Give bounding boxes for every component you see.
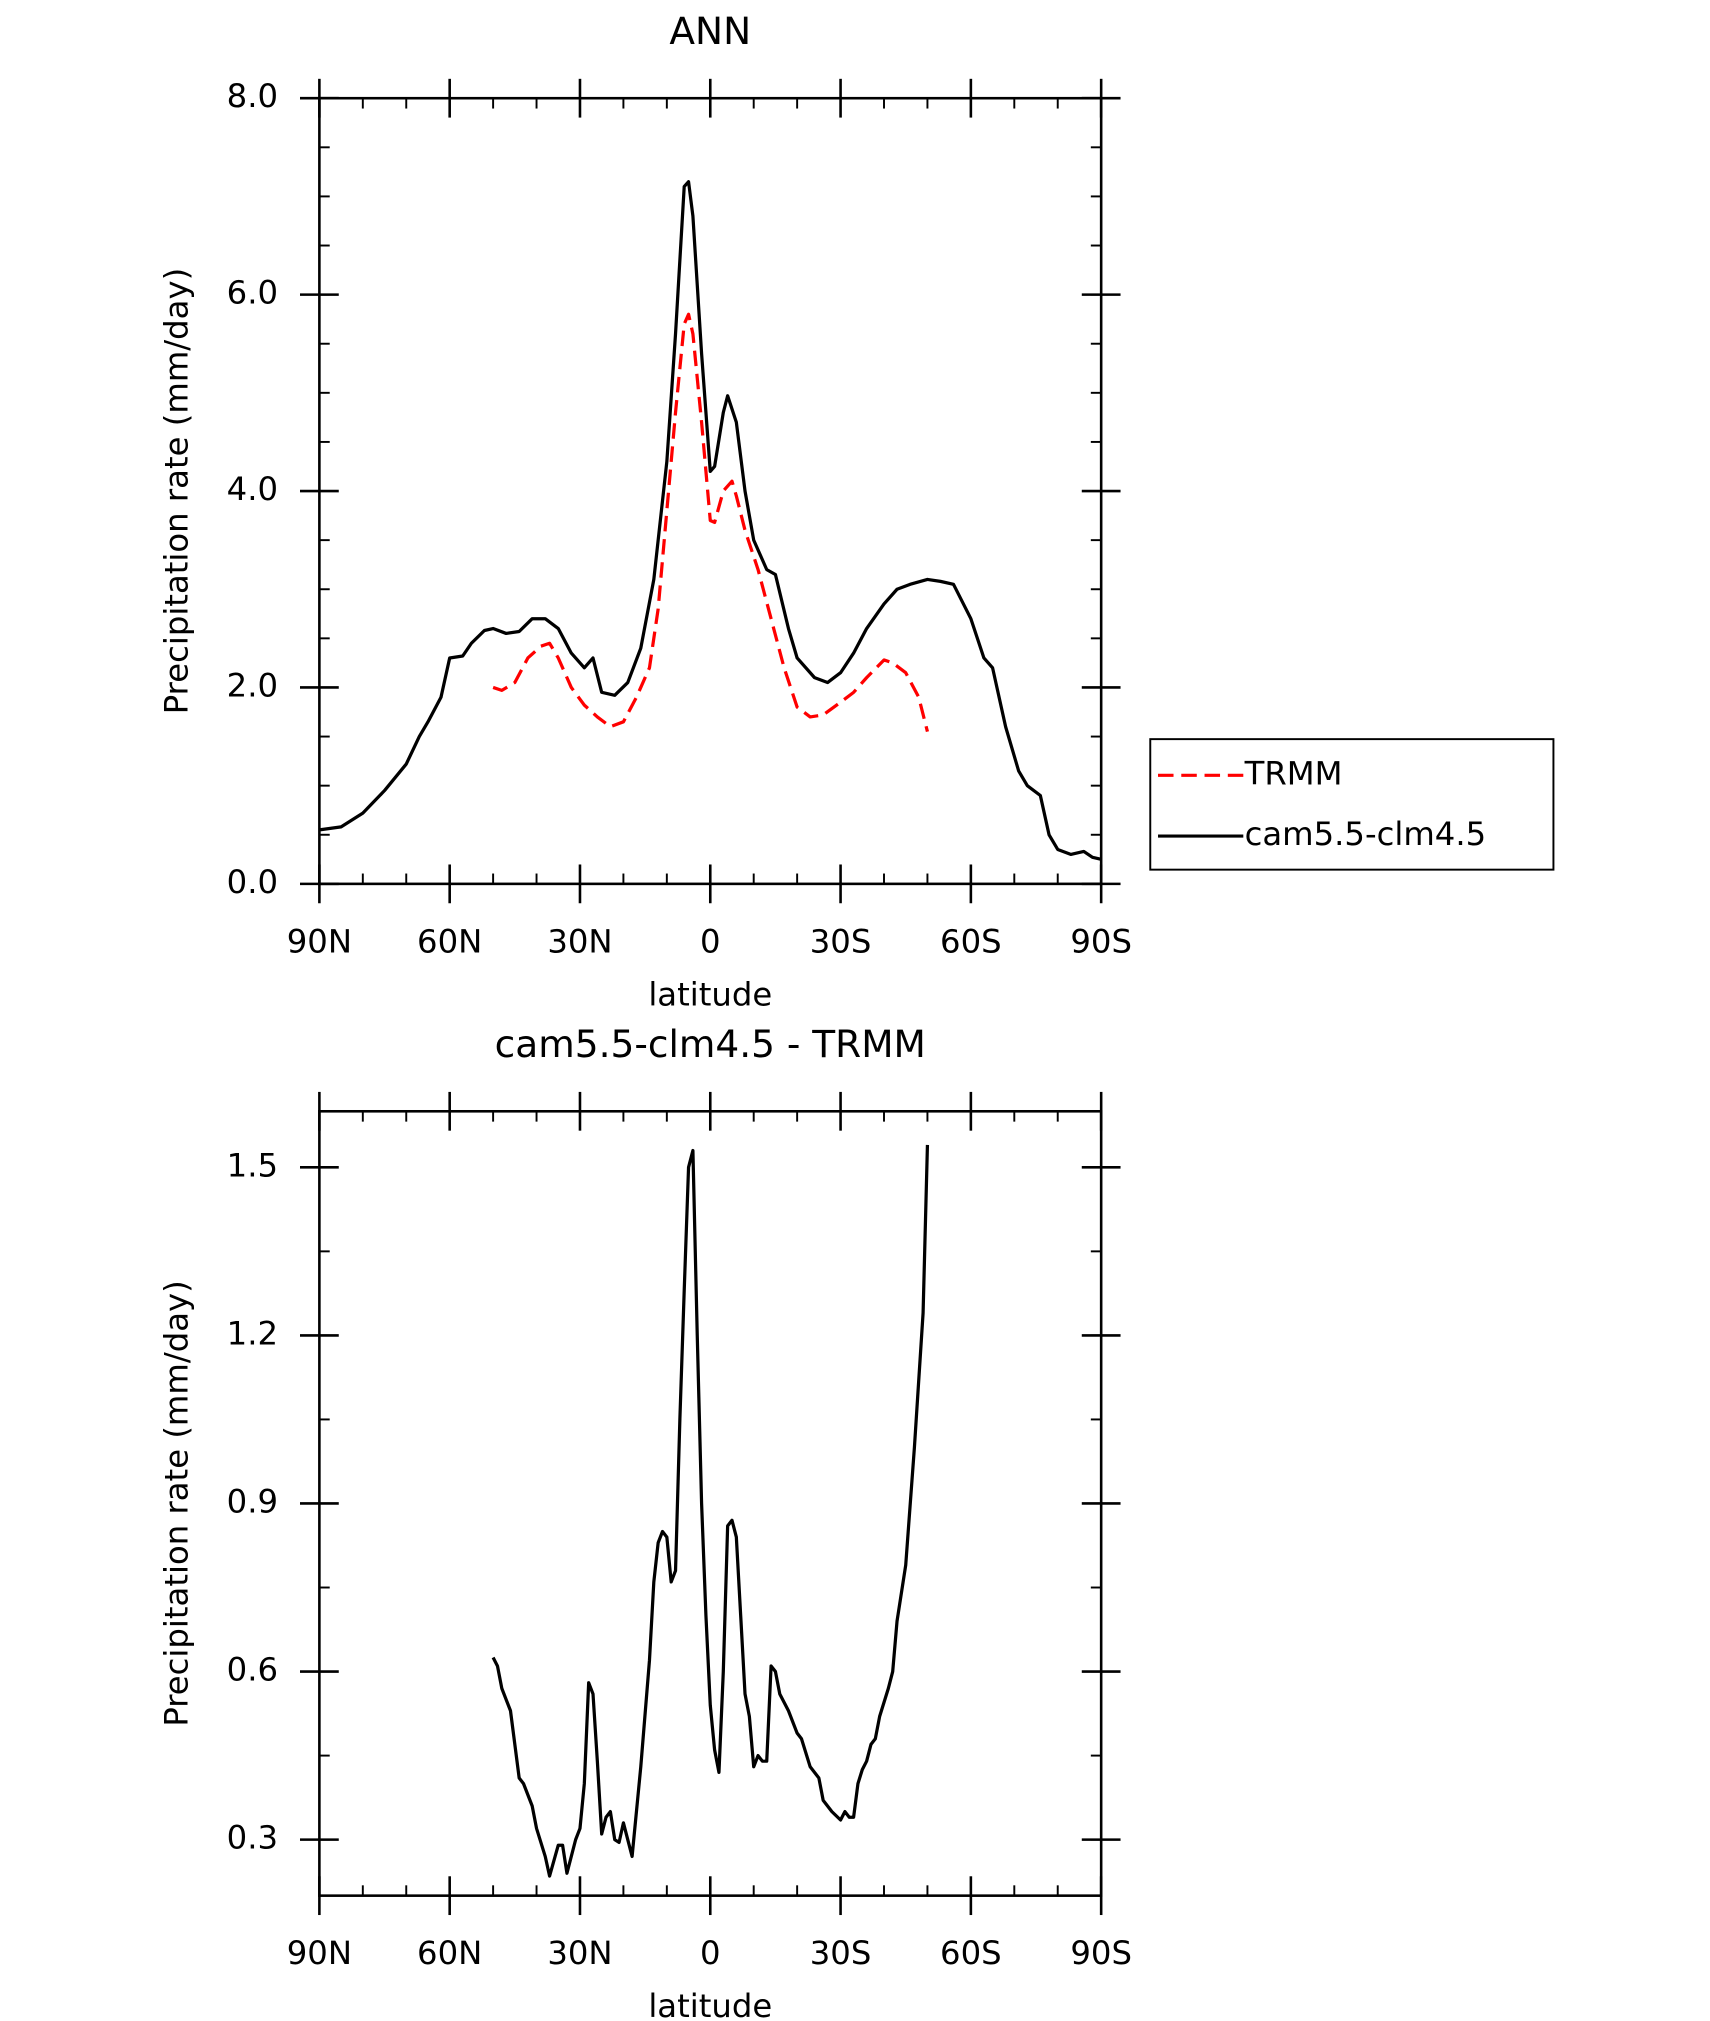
x-tick-label: 60S <box>940 1934 1002 1972</box>
legend-label: cam5.5-clm4.5 <box>1245 815 1487 853</box>
y-axis-label: Precipitation rate (mm/day) <box>158 268 196 714</box>
x-tick-label: 30S <box>810 1934 872 1972</box>
data-line <box>492 312 930 733</box>
x-tick-label: 0 <box>700 922 721 960</box>
y-tick-label: 4.0 <box>227 470 278 508</box>
x-tick-label: 30N <box>547 922 612 960</box>
y-tick-label: 0.9 <box>227 1482 278 1520</box>
x-tick-label: 30S <box>810 922 872 960</box>
x-tick-label: 60N <box>417 922 482 960</box>
x-tick-label: 30N <box>547 1934 612 1972</box>
legend-label: TRMM <box>1244 754 1343 792</box>
chart-title: ANN <box>669 9 751 53</box>
data-line <box>319 180 1102 861</box>
x-axis-label: latitude <box>648 1987 772 2021</box>
plot-frame <box>318 96 1103 886</box>
y-tick-label: 0.6 <box>227 1651 278 1689</box>
x-tick-label: 60N <box>417 1934 482 1972</box>
x-tick-label: 90N <box>287 922 352 960</box>
x-tick-label: 90S <box>1070 922 1132 960</box>
y-axis-label: Precipitation rate (mm/day) <box>158 1280 196 1726</box>
x-tick-label: 90S <box>1070 1934 1132 1972</box>
x-tick-label: 60S <box>940 922 1002 960</box>
legend-box <box>1149 738 1555 871</box>
x-tick-label: 0 <box>700 1934 721 1972</box>
y-tick-label: 6.0 <box>227 274 278 312</box>
y-tick-label: 1.2 <box>227 1314 278 1352</box>
y-tick-label: 8.0 <box>227 77 278 115</box>
data-line <box>491 1144 930 1878</box>
y-tick-label: 2.0 <box>227 666 278 704</box>
y-tick-label: 0.3 <box>227 1819 278 1857</box>
y-tick-label: 0.0 <box>227 863 278 901</box>
x-tick-label: 90N <box>287 1934 352 1972</box>
y-tick-label: 1.5 <box>227 1146 278 1184</box>
plot-frame <box>318 1109 1103 1897</box>
chart-title: cam5.5-clm4.5 - TRMM <box>495 1022 926 1066</box>
x-axis-label: latitude <box>648 975 772 1013</box>
